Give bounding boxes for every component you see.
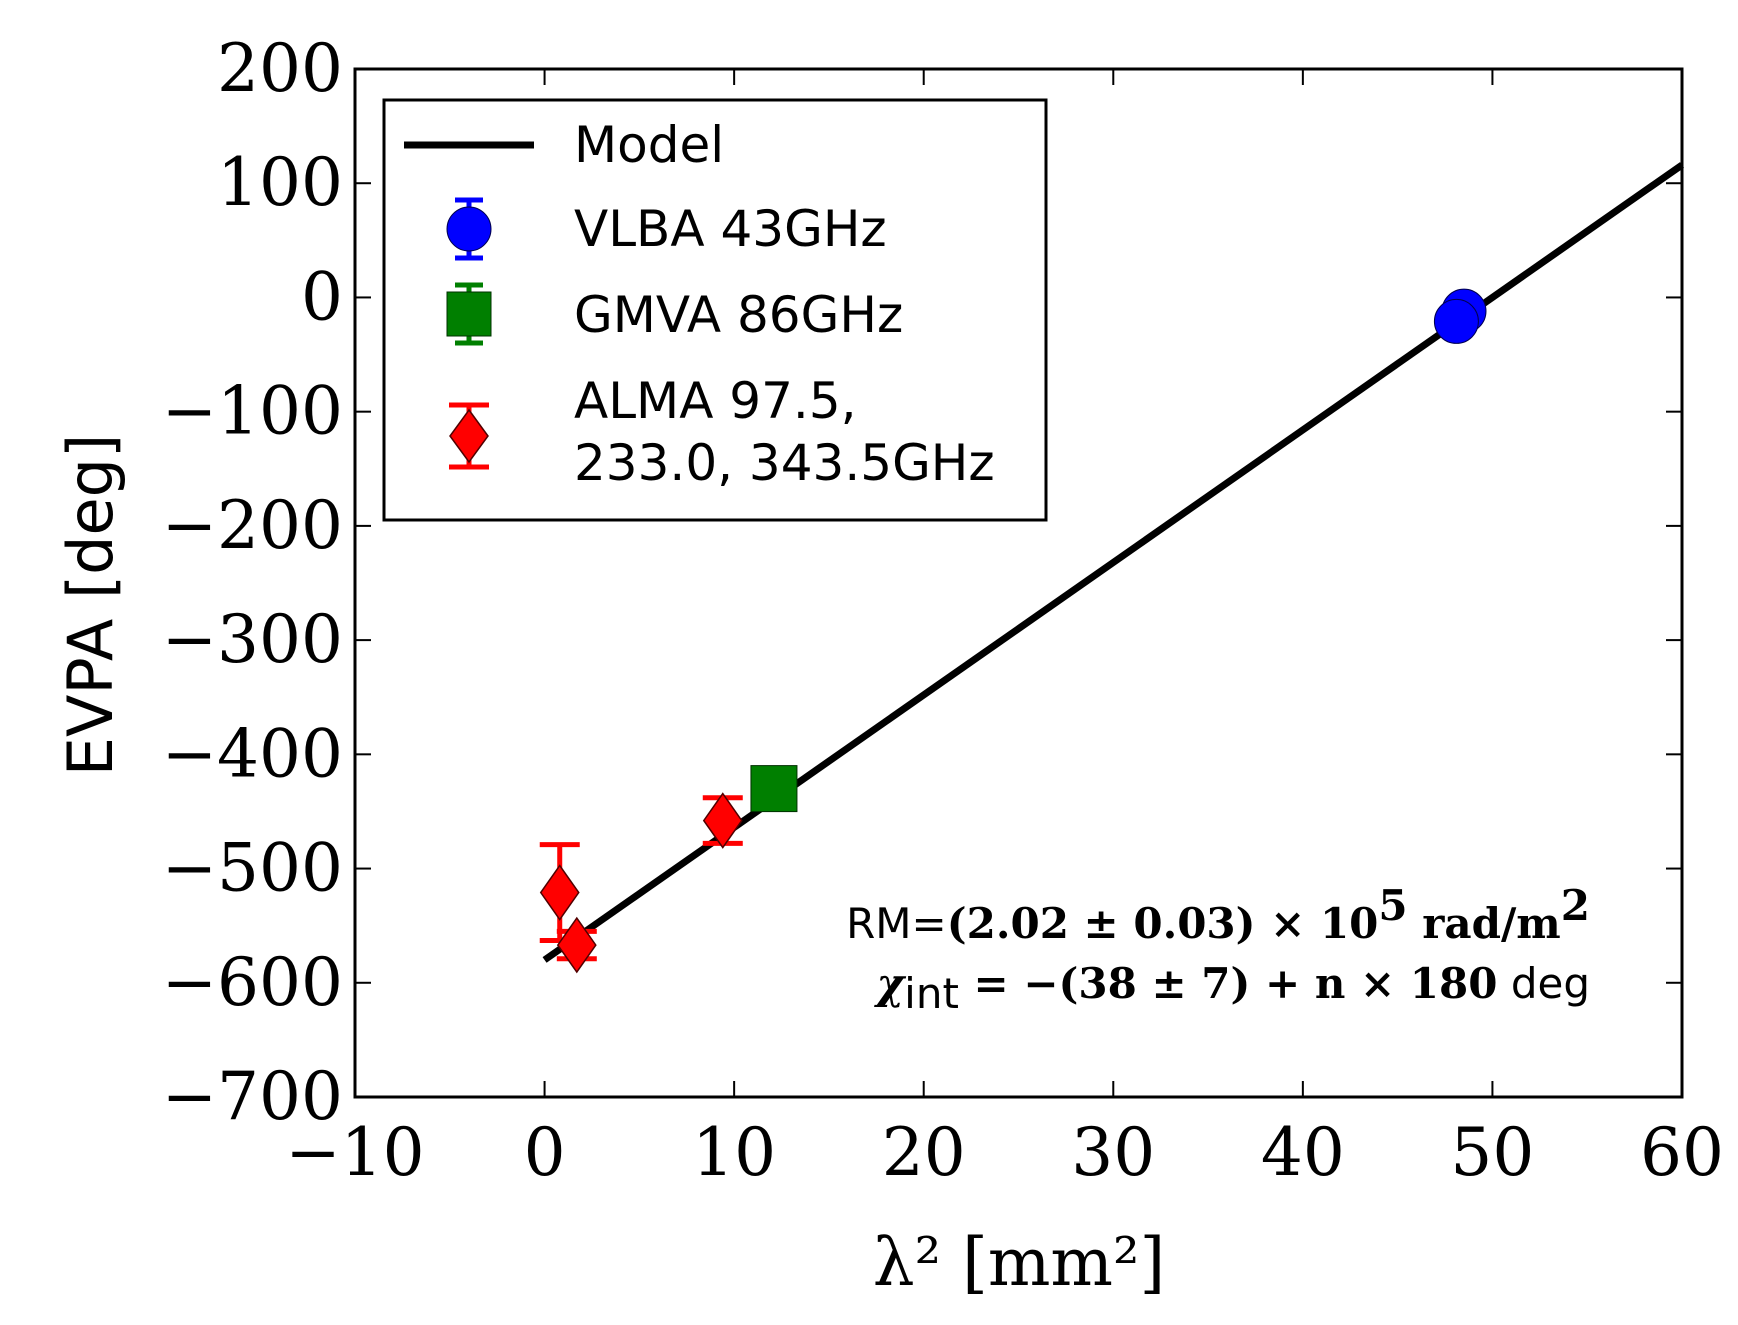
marker-circle: [1433, 298, 1479, 344]
y-tick-label: −300: [162, 601, 343, 678]
legend-vlba-marker: [446, 197, 492, 261]
chi-annotation: χint = −(38 ± 7) + n × 180 deg: [874, 959, 1590, 1018]
legend-gmva-marker: [446, 282, 492, 346]
plot-frame: [353, 67, 1684, 1099]
y-tick-label: −500: [162, 830, 343, 907]
legend-alma-label-line2: 233.0, 343.5GHz: [574, 434, 995, 492]
data-point: [750, 765, 798, 813]
x-tick-label: 10: [692, 1114, 776, 1191]
x-tick-label: 50: [1450, 1114, 1534, 1191]
y-tick-label: 200: [217, 30, 343, 107]
data-point: [556, 916, 597, 974]
fit-annotation: RM=(2.02 ± 0.03) × 105 rad/m2 χint = −(3…: [846, 881, 1590, 1018]
y-tick-label: −100: [162, 373, 343, 450]
legend: Model VLBA 43GHz GMVA 86GHz ALMA 97.5, 2…: [382, 98, 1048, 522]
y-tick-label: 0: [301, 258, 343, 335]
x-tick-label: 0: [524, 1114, 566, 1191]
marker-square: [750, 765, 798, 813]
x-tick-label: 20: [882, 1114, 966, 1191]
data-points-layer: [539, 288, 1487, 974]
legend-alma-marker: [449, 402, 489, 470]
y-tick-label: −700: [162, 1058, 343, 1135]
rm-annotation: RM=(2.02 ± 0.03) × 105 rad/m2: [846, 881, 1590, 948]
marker-diamond: [539, 864, 580, 921]
tick-labels: −10 0 10 20 30 40 50 602001000−100−200−300−400−…: [162, 30, 1724, 1191]
x-tick-label: 30: [1071, 1114, 1155, 1191]
x-axis-label: λ² [mm²]: [873, 1224, 1165, 1301]
legend-gmva-label: GMVA 86GHz: [574, 286, 903, 344]
data-point: [539, 842, 580, 944]
x-tick-label: −10: [285, 1114, 424, 1191]
marker-diamond: [556, 916, 597, 974]
x-tick-label: 60: [1640, 1114, 1724, 1191]
y-axis-label: EVPA [deg]: [54, 434, 127, 776]
x-tick-label: 40: [1261, 1114, 1345, 1191]
legend-alma-label-line1: ALMA 97.5,: [574, 372, 857, 430]
marker-diamond: [702, 792, 743, 849]
legend-vlba-label: VLBA 43GHz: [574, 200, 887, 258]
data-point: [702, 792, 743, 849]
y-tick-label: 100: [217, 144, 343, 221]
y-tick-label: −400: [162, 715, 343, 792]
y-tick-label: −600: [162, 944, 343, 1021]
legend-model-label: Model: [574, 116, 724, 174]
legend-box: [382, 98, 1048, 522]
data-point: [1433, 298, 1479, 344]
y-tick-label: −200: [162, 487, 343, 564]
